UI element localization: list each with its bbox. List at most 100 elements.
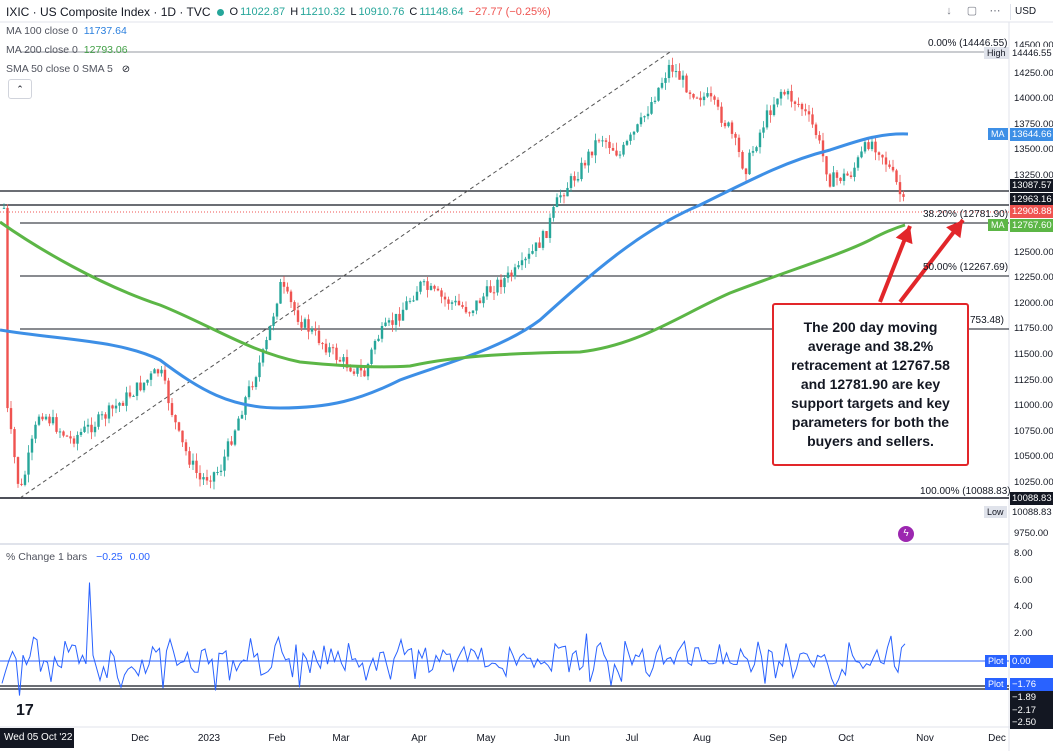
candle-body <box>272 316 275 326</box>
eye-off-icon[interactable]: ⊘ <box>121 64 131 75</box>
candle-body <box>499 279 503 288</box>
candle-body <box>709 93 713 97</box>
candle-body <box>146 379 149 383</box>
candle-body <box>20 483 23 485</box>
candle-body <box>34 424 37 439</box>
candle-body <box>730 122 734 134</box>
candle-body <box>793 101 797 104</box>
candle-body <box>751 151 755 153</box>
high-tag-label: High <box>984 47 1009 59</box>
change-value: −27.77 (−0.25%) <box>468 6 551 18</box>
candle-body <box>268 325 272 341</box>
ma200-value: 12793.06 <box>83 44 128 56</box>
ma200-tag: 12767.60 <box>1010 219 1053 232</box>
candle-body <box>422 281 426 283</box>
candle-body <box>181 430 184 443</box>
settings-icon[interactable]: ⋯ <box>989 5 1001 17</box>
candle-body <box>636 124 639 132</box>
tradingview-logo[interactable]: 17 <box>16 702 34 719</box>
candle-body <box>734 133 737 138</box>
candle-body <box>615 150 618 156</box>
candle-body <box>818 135 821 141</box>
candle-body <box>142 382 146 391</box>
candle-body <box>902 194 905 197</box>
time-axis-label: Mar <box>332 733 350 744</box>
collapse-legend-button[interactable]: ⌃ <box>8 79 32 99</box>
candle-body <box>174 415 177 423</box>
candle-body <box>608 141 611 149</box>
candle-body <box>559 195 562 198</box>
candle-body <box>720 106 723 123</box>
candle-body <box>674 71 678 73</box>
sma50-label: SMA 50 close 0 SMA 5 <box>6 63 113 75</box>
candle-body <box>552 207 555 218</box>
candle-body <box>202 477 205 480</box>
candle-body <box>513 267 517 277</box>
candle-body <box>296 310 300 322</box>
price-axis-label: 9750.00 <box>1014 528 1049 539</box>
candle-body <box>814 124 818 136</box>
candle-body <box>65 435 69 437</box>
candle-body <box>79 431 83 435</box>
candle-body <box>555 197 559 208</box>
candle-body <box>90 424 93 433</box>
candle-body <box>625 140 629 145</box>
pct-change-legend[interactable]: % Change 1 bars −0.25 0.00 <box>6 551 150 563</box>
candle-body <box>702 96 706 101</box>
plot-tag2-label: Plot <box>985 678 1007 690</box>
fib-618-label: 753.48) <box>970 315 1004 326</box>
symbol-title[interactable]: IXIC · US Composite Index · 1D · TVC <box>6 5 211 19</box>
candle-body <box>258 362 261 378</box>
candle-body <box>132 395 135 397</box>
price-axis-label: 14250.00 <box>1014 68 1053 79</box>
candle-body <box>783 91 786 95</box>
indicator-sma50[interactable]: SMA 50 close 0 SMA 5 ⊘ <box>6 63 130 75</box>
candle-body <box>825 156 828 175</box>
candle-body <box>758 132 762 148</box>
candle-body <box>191 460 195 465</box>
candle-body <box>125 392 128 406</box>
candle-body <box>517 265 520 268</box>
candle-body <box>349 367 352 372</box>
price-axis-label: 10500.00 <box>1014 451 1053 462</box>
annotation-callout[interactable]: The 200 day moving average and 38.2% ret… <box>772 303 969 466</box>
pane2-axis-label: 4.00 <box>1014 601 1033 612</box>
candle-body <box>660 82 664 88</box>
indicator-ma200[interactable]: MA 200 close 0 12793.06 <box>6 44 128 56</box>
candle-body <box>356 366 359 374</box>
candle-body <box>576 179 580 181</box>
lightning-icon[interactable]: ϟ <box>898 526 914 542</box>
candle-body <box>86 424 90 427</box>
open-value: 11022.87 <box>240 6 286 18</box>
candle-body <box>678 71 681 80</box>
candle-body <box>345 357 349 368</box>
candle-body <box>58 431 62 433</box>
indicator-ma100[interactable]: MA 100 close 0 11737.64 <box>6 25 127 37</box>
candle-body <box>667 64 671 79</box>
candle-body <box>394 313 398 325</box>
price-axis-label: 12000.00 <box>1014 298 1053 309</box>
ohlc-readout: O 11022.87 H 11210.32 L 10910.76 C 11148.64 … <box>230 6 553 18</box>
candle-body <box>2 207 6 209</box>
fib-382-label: 38.20% (12781.90) <box>923 209 1009 220</box>
candle-body <box>303 319 307 328</box>
arrow-down-icon[interactable]: ↓ <box>946 5 952 17</box>
candle-body <box>632 131 636 135</box>
ma100-tag: 13644.66 <box>1010 128 1053 141</box>
candle-body <box>503 278 506 288</box>
candle-body <box>412 300 415 302</box>
price-axis-label: 11250.00 <box>1014 375 1053 386</box>
candle-body <box>811 114 814 125</box>
candle-body <box>310 328 314 332</box>
candle-body <box>83 426 86 432</box>
time-axis-label: Apr <box>411 733 427 744</box>
currency-selector[interactable]: USD <box>1010 4 1050 20</box>
maximize-icon[interactable]: ▢ <box>966 5 978 17</box>
low-line-tag: 10088.83 <box>1010 492 1053 505</box>
candle-body <box>895 170 898 183</box>
candle-body <box>790 90 793 102</box>
candle-body <box>37 416 41 425</box>
candle-body <box>429 285 433 290</box>
time-axis-label: Jun <box>553 733 571 744</box>
